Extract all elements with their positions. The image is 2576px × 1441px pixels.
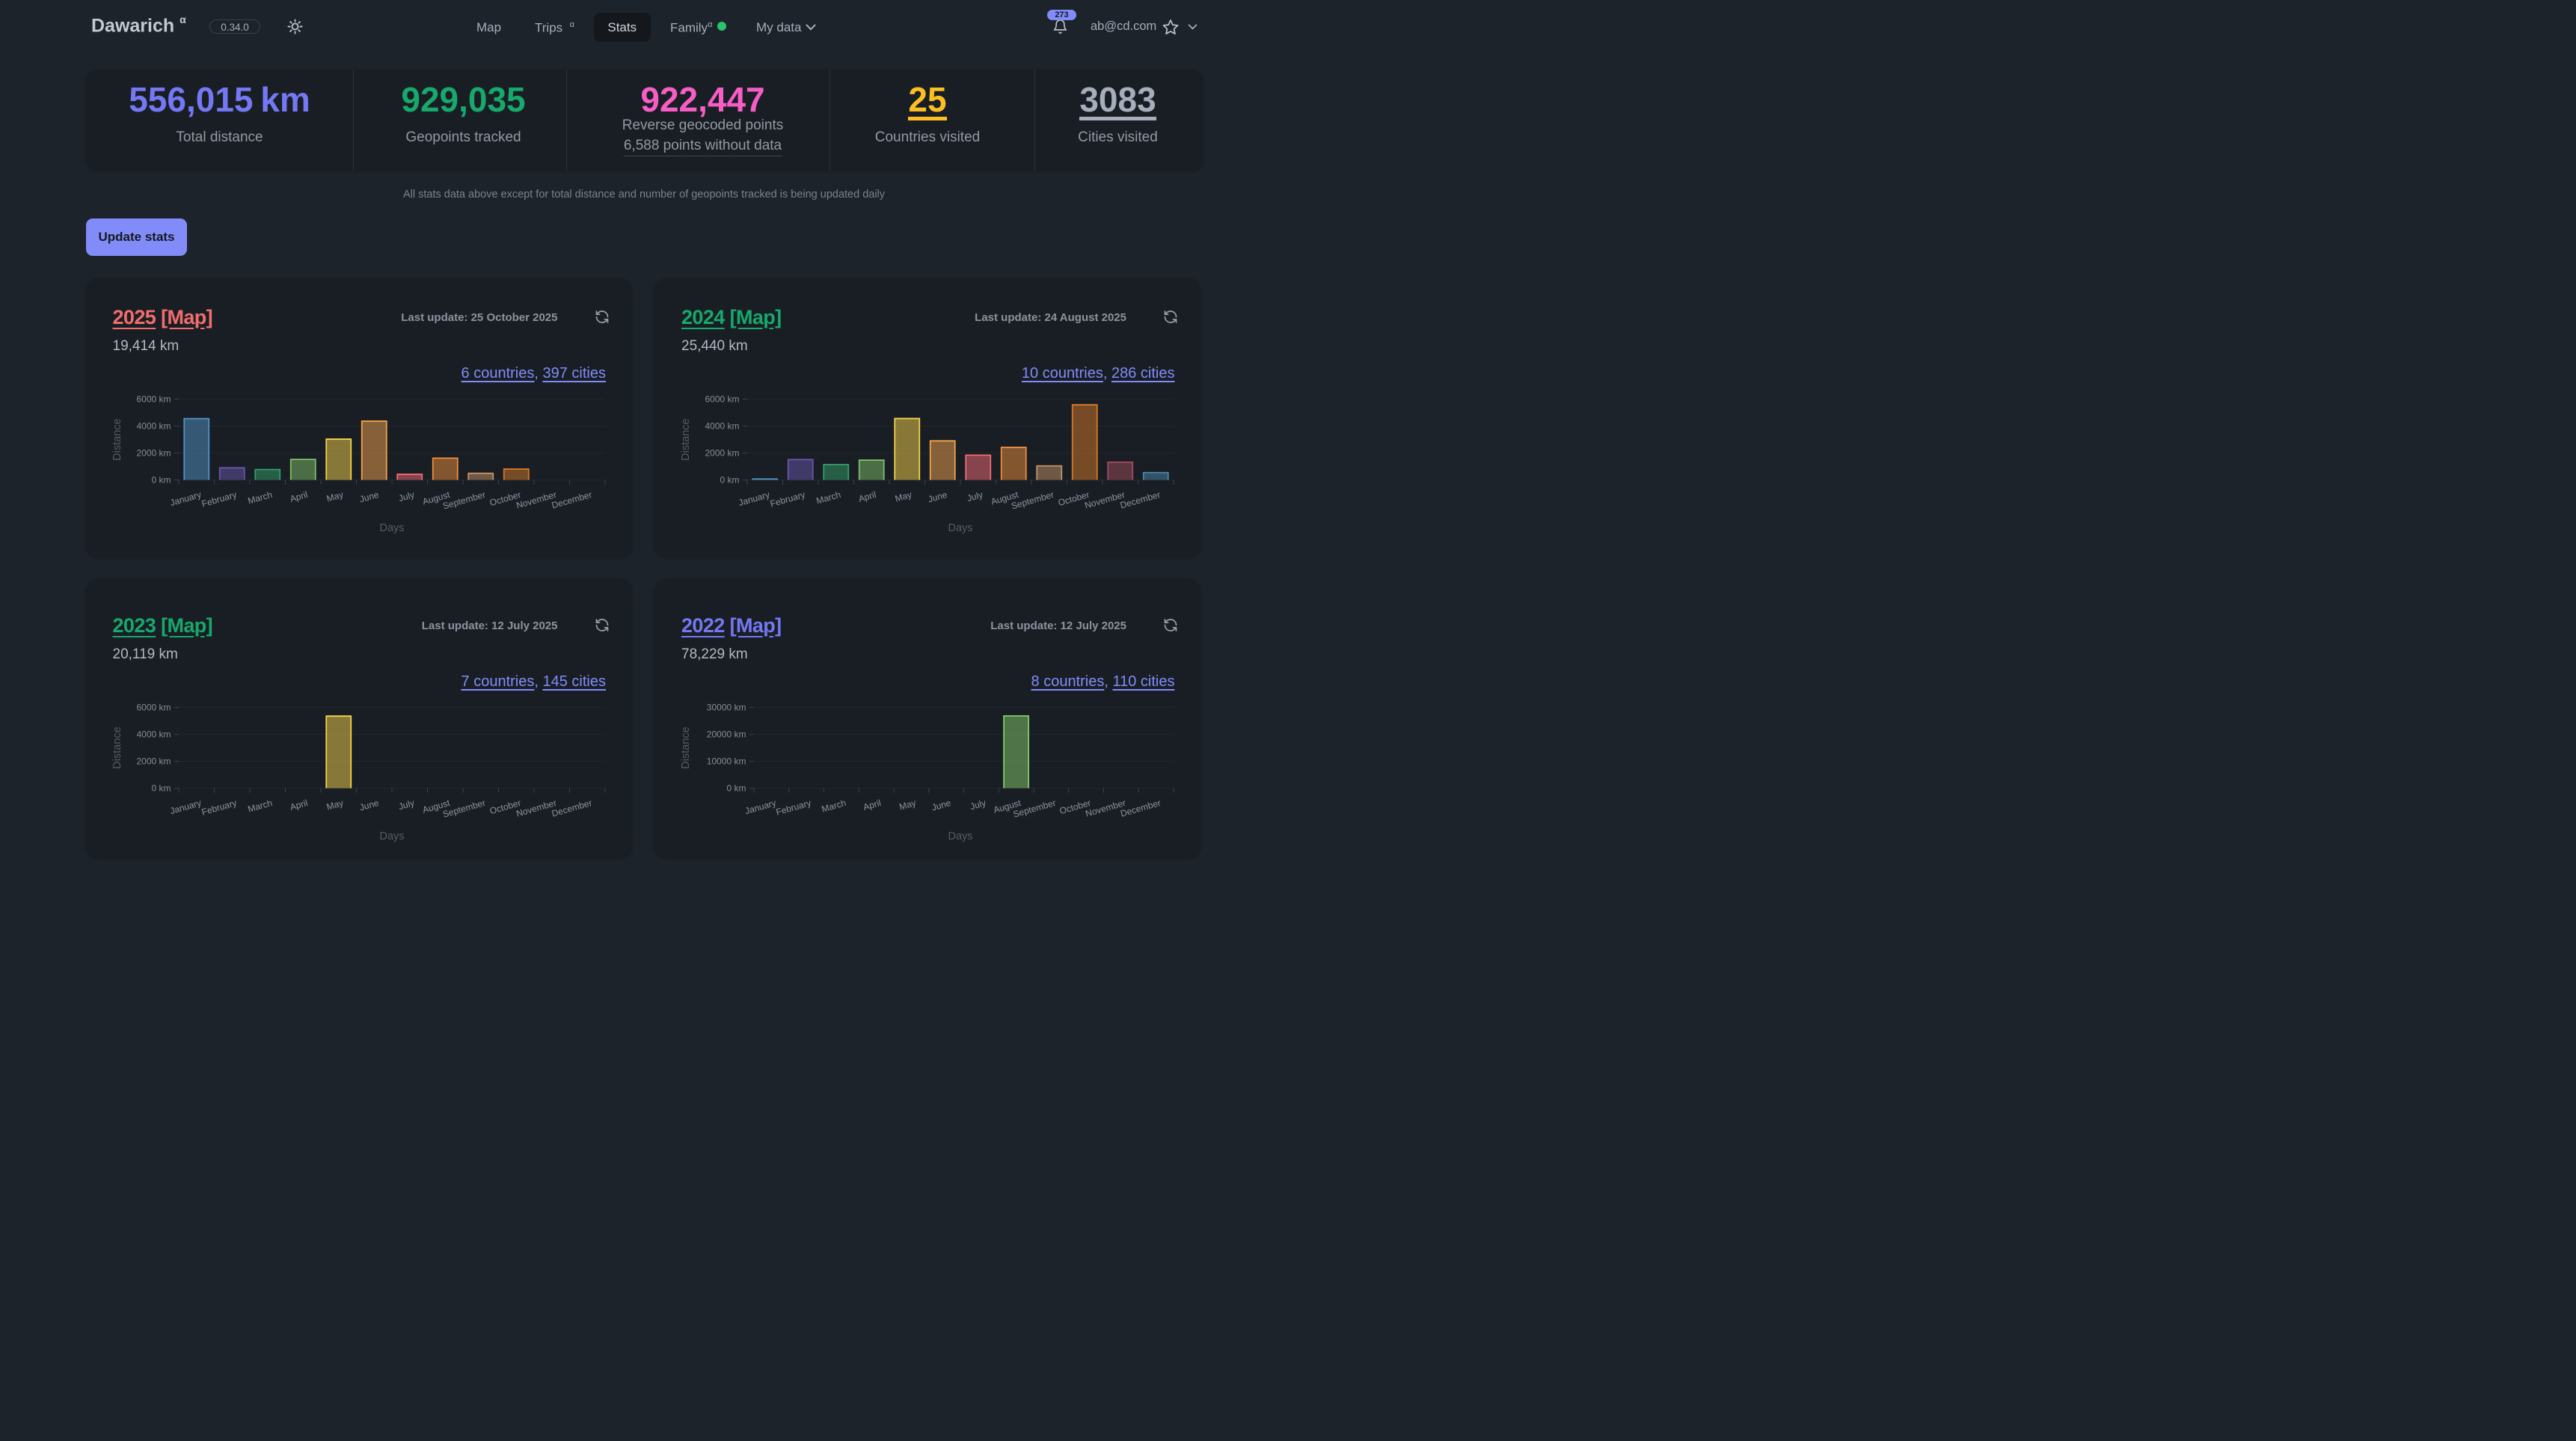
svg-text:December: December — [550, 489, 592, 511]
svg-text:March: March — [815, 489, 842, 507]
svg-text:4000 km: 4000 km — [705, 421, 739, 432]
svg-text:June: June — [927, 489, 948, 505]
svg-text:March: March — [821, 798, 847, 815]
svg-text:February: February — [769, 489, 806, 510]
svg-text:December: December — [1119, 798, 1162, 819]
svg-text:4000 km: 4000 km — [136, 421, 171, 432]
svg-text:0 km: 0 km — [720, 475, 739, 486]
svg-text:6000 km: 6000 km — [136, 394, 171, 405]
svg-text:June: June — [930, 798, 952, 813]
svg-text:Distance: Distance — [111, 418, 123, 460]
svg-text:December: December — [1119, 489, 1162, 511]
svg-text:April: April — [857, 489, 877, 504]
svg-text:January: January — [737, 489, 771, 508]
svg-text:June: June — [358, 489, 380, 505]
svg-text:May: May — [325, 489, 344, 504]
svg-text:March: March — [246, 489, 273, 507]
svg-text:0 km: 0 km — [151, 475, 171, 486]
svg-text:Days: Days — [379, 522, 404, 534]
svg-text:0 km: 0 km — [151, 783, 171, 794]
svg-text:Days: Days — [379, 830, 404, 842]
svg-text:July: July — [966, 489, 984, 504]
svg-text:2000 km: 2000 km — [136, 756, 171, 767]
svg-text:20000 km: 20000 km — [707, 729, 746, 740]
svg-text:June: June — [358, 798, 380, 813]
svg-text:December: December — [550, 798, 592, 819]
svg-text:February: February — [200, 489, 237, 510]
svg-text:30000 km: 30000 km — [707, 703, 746, 713]
svg-text:Days: Days — [948, 522, 972, 534]
svg-text:April: April — [289, 489, 309, 504]
svg-text:July: July — [397, 489, 415, 504]
svg-text:Days: Days — [948, 830, 972, 842]
svg-text:April: April — [862, 798, 882, 813]
svg-text:January: January — [168, 489, 202, 508]
svg-text:4000 km: 4000 km — [136, 729, 171, 740]
svg-text:6000 km: 6000 km — [705, 394, 739, 405]
svg-text:January: January — [168, 798, 202, 816]
svg-text:6000 km: 6000 km — [136, 703, 171, 713]
svg-text:2000 km: 2000 km — [136, 448, 171, 459]
svg-text:July: July — [969, 798, 987, 812]
svg-text:February: February — [200, 798, 237, 818]
svg-text:Distance: Distance — [680, 418, 692, 460]
svg-text:April: April — [289, 798, 309, 813]
svg-text:May: May — [898, 798, 918, 813]
svg-text:May: May — [894, 489, 913, 504]
svg-text:May: May — [325, 798, 344, 813]
svg-text:July: July — [397, 798, 415, 812]
svg-text:2000 km: 2000 km — [705, 448, 739, 459]
svg-text:0 km: 0 km — [726, 783, 746, 794]
svg-text:March: March — [246, 798, 273, 815]
svg-text:Distance: Distance — [680, 726, 692, 768]
svg-text:10000 km: 10000 km — [707, 756, 746, 767]
svg-text:February: February — [775, 798, 812, 818]
svg-text:January: January — [743, 798, 777, 816]
svg-text:Distance: Distance — [111, 726, 123, 768]
